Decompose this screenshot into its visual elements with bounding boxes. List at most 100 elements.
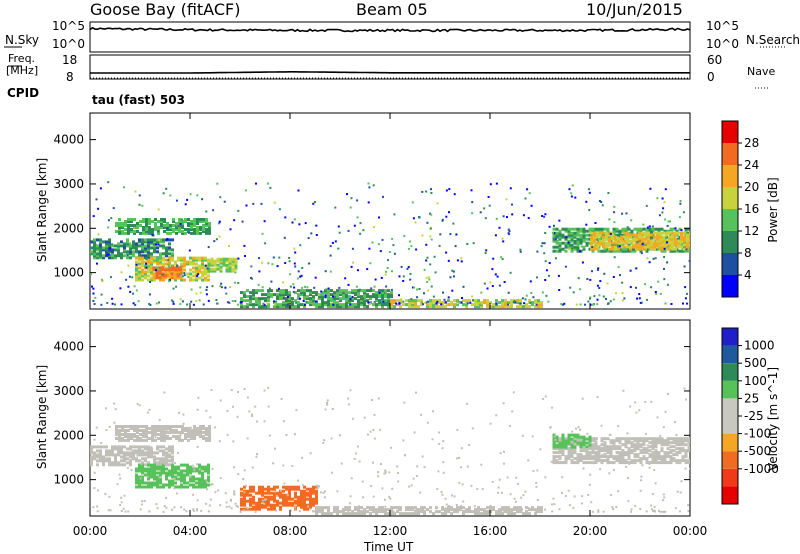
heatmap-cell: [159, 449, 162, 453]
heatmap-cell: [612, 439, 616, 443]
heatmap-cell: [319, 491, 322, 494]
heatmap-cell: [678, 249, 682, 253]
heatmap-cell: [355, 452, 358, 455]
heatmap-cell: [369, 430, 372, 433]
heatmap-cell: [124, 433, 127, 436]
heatmap-cell: [594, 457, 598, 461]
heatmap-cell: [130, 228, 133, 231]
heatmap-cell: [611, 231, 614, 235]
heatmap-cell: [606, 282, 609, 285]
heatmap-cell: [426, 256, 429, 259]
heatmap-cell: [603, 227, 607, 231]
power-colorbar-swatch: [722, 275, 738, 297]
heatmap-cell: [148, 220, 151, 223]
heatmap-cell: [498, 305, 501, 309]
heatmap-cell: [615, 292, 617, 295]
heatmap-cell: [288, 291, 291, 295]
heatmap-cell: [243, 305, 246, 309]
heatmap-cell: [555, 249, 559, 253]
heatmap-cell: [198, 483, 201, 487]
heatmap-cell: [279, 289, 282, 293]
heatmap-cell: [351, 417, 354, 420]
heatmap-cell: [207, 261, 211, 265]
heatmap-cell: [387, 508, 390, 512]
heatmap-cell: [598, 294, 601, 297]
heatmap-cell: [378, 510, 381, 514]
heatmap-cell: [484, 217, 487, 220]
heatmap-cell: [202, 303, 205, 306]
heatmap-cell: [627, 477, 630, 479]
heatmap-cell: [135, 485, 138, 489]
heatmap-cell: [630, 437, 634, 441]
heatmap-cell: [408, 508, 411, 512]
heatmap-cell: [141, 463, 144, 467]
heatmap-cell: [193, 222, 196, 225]
heatmap-cell: [192, 509, 195, 512]
heatmap-cell: [258, 501, 261, 505]
heatmap-cell: [384, 292, 387, 295]
heatmap-cell: [129, 445, 132, 449]
heatmap-cell: [135, 244, 138, 248]
heatmap-cell: [605, 233, 608, 237]
heatmap-cell: [192, 258, 195, 262]
heatmap-cell: [630, 443, 634, 447]
heatmap-cell: [385, 270, 387, 273]
heatmap-cell: [594, 447, 598, 451]
heatmap-cell: [501, 299, 504, 303]
heatmap-cell: [602, 239, 605, 243]
heatmap-cell: [684, 451, 688, 455]
heatmap-cell: [218, 235, 221, 238]
heatmap-cell: [651, 439, 655, 443]
heatmap-cell: [288, 485, 291, 489]
heatmap-cell: [453, 510, 456, 514]
heatmap-cell: [267, 386, 270, 389]
heatmap-cell: [183, 258, 186, 262]
heatmap-cell: [121, 226, 124, 229]
heatmap-cell: [255, 505, 258, 509]
heatmap-cell: [498, 508, 501, 512]
heatmap-cell: [571, 247, 574, 250]
heatmap-cell: [231, 261, 235, 265]
heatmap-cell: [181, 231, 184, 235]
heatmap-cell: [285, 289, 288, 293]
heatmap-cell: [196, 222, 199, 225]
heatmap-cell: [410, 298, 413, 300]
heatmap-cell: [588, 188, 590, 191]
heatmap-cell: [654, 437, 658, 441]
heatmap-cell: [381, 295, 384, 299]
heatmap-cell: [190, 437, 193, 440]
heatmap-cell: [564, 443, 568, 447]
heatmap-cell: [194, 263, 197, 266]
heatmap-cell: [145, 427, 148, 430]
heatmap-cell: [432, 299, 435, 303]
heatmap-cell: [689, 239, 690, 243]
heatmap-cell: [196, 463, 199, 466]
heatmap-cell: [120, 496, 123, 499]
heatmap-cell: [653, 509, 656, 512]
heatmap-cell: [567, 227, 571, 231]
heatmap-cell: [124, 431, 127, 434]
heatmap-cell: [327, 510, 330, 513]
heatmap-cell: [294, 433, 296, 436]
heatmap-cell: [576, 461, 580, 465]
heatmap-cell: [99, 457, 102, 461]
heatmap-cell: [360, 303, 363, 307]
heatmap-cell: [190, 228, 193, 231]
heatmap-cell: [144, 246, 147, 250]
heatmap-cell: [605, 243, 608, 247]
heatmap-cell: [279, 303, 282, 307]
heatmap-cell: [133, 224, 136, 227]
heatmap-cell: [92, 300, 95, 302]
heatmap-cell: [324, 506, 327, 510]
heatmap-cell: [354, 289, 357, 293]
heatmap-cell: [327, 297, 330, 301]
heatmap-cell: [381, 508, 384, 512]
heatmap-cell: [411, 512, 414, 516]
heatmap-cell: [118, 228, 121, 231]
cpid-label: CPID: [7, 86, 40, 100]
heatmap-cell: [214, 491, 217, 494]
heatmap-cell: [651, 445, 655, 449]
heatmap-cell: [261, 289, 264, 293]
noise-tick-bottom-right: 10^0: [706, 37, 739, 51]
heatmap-cell: [153, 244, 156, 248]
